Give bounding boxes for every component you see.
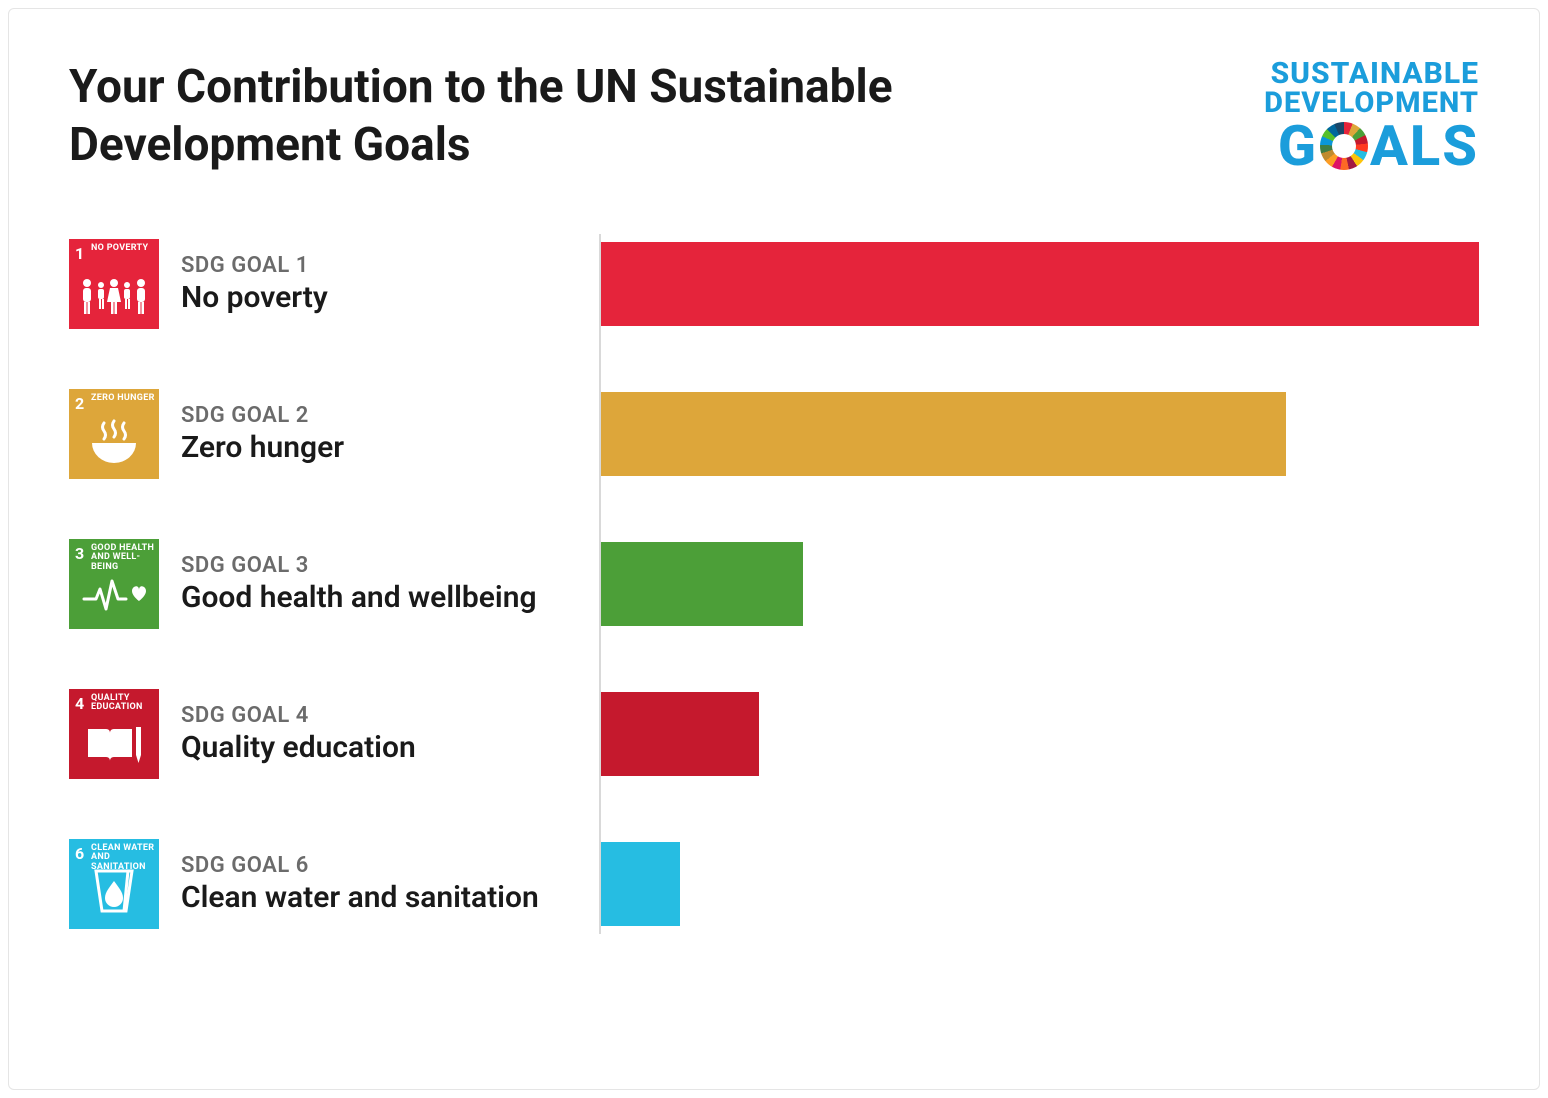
tile-pictogram-icon	[69, 419, 159, 471]
goal-kicker: SDG GOAL 3	[181, 553, 537, 578]
goal-row: 3 GOOD HEALTH AND WELL-BEING SDG GOAL 3Go…	[69, 534, 599, 634]
tile-pictogram-icon	[69, 277, 159, 321]
tile-number: 2	[75, 394, 84, 413]
tile-label: ZERO HUNGER	[91, 394, 155, 403]
goal-label: SDG GOAL 1No poverty	[181, 253, 328, 315]
goal-kicker: SDG GOAL 6	[181, 853, 539, 878]
tile-number: 4	[75, 694, 84, 713]
goal-label: SDG GOAL 3Good health and wellbeing	[181, 553, 537, 615]
goal-name: Clean water and sanitation	[181, 880, 539, 915]
bar-row	[601, 834, 1479, 934]
sdg-contribution-card: Your Contribution to the UN Sustainable …	[8, 8, 1540, 1090]
logo-goals-word: G ALS	[1264, 118, 1479, 174]
contribution-bar	[601, 392, 1286, 476]
chart-labels-column: 1 NO POVERTY SDG GOAL 1No poverty 2 ZERO HU…	[69, 234, 599, 934]
page-title: Your Contribution to the UN Sustainable …	[69, 59, 919, 174]
sdg-tile-icon: 3 GOOD HEALTH AND WELL-BEING	[69, 539, 159, 629]
goal-row: 2 ZERO HUNGER SDG GOAL 2Zero hunger	[69, 384, 599, 484]
logo-letter-g: G	[1278, 118, 1318, 174]
contribution-bar	[601, 842, 680, 926]
bar-row	[601, 534, 1479, 634]
sdg-tile-icon: 2 ZERO HUNGER	[69, 389, 159, 479]
sdg-tile-icon: 6CLEAN WATER AND SANITATION	[69, 839, 159, 929]
goal-name: Good health and wellbeing	[181, 580, 537, 615]
tile-pictogram-icon	[69, 577, 159, 621]
goal-kicker: SDG GOAL 1	[181, 253, 328, 278]
tile-label: QUALITY EDUCATION	[91, 694, 159, 713]
tile-number: 3	[75, 544, 84, 563]
tile-label: NO POVERTY	[91, 244, 148, 253]
header: Your Contribution to the UN Sustainable …	[69, 59, 1479, 174]
sdg-logo: SUSTAINABLE DEVELOPMENT G ALS	[1264, 59, 1479, 174]
contribution-bar	[601, 692, 759, 776]
bar-row	[601, 684, 1479, 784]
goal-row: 1 NO POVERTY SDG GOAL 1No poverty	[69, 234, 599, 334]
contribution-bar	[601, 542, 803, 626]
goal-name: Quality education	[181, 730, 416, 765]
bar-row	[601, 384, 1479, 484]
logo-line-1: SUSTAINABLE	[1264, 59, 1479, 89]
goal-name: Zero hunger	[181, 430, 344, 465]
goal-name: No poverty	[181, 280, 328, 315]
goal-row: 4 QUALITY EDUCATION SDG GOAL 4Quality edu…	[69, 684, 599, 784]
goal-kicker: SDG GOAL 2	[181, 403, 344, 428]
sdg-tile-icon: 4 QUALITY EDUCATION	[69, 689, 159, 779]
tile-pictogram-icon	[69, 867, 159, 921]
chart-bars-column	[599, 234, 1479, 934]
tile-label: GOOD HEALTH AND WELL-BEING	[91, 544, 159, 572]
tile-number: 6	[75, 844, 84, 863]
logo-letters-als: ALS	[1370, 118, 1479, 174]
goal-row: 6CLEAN WATER AND SANITATION SDG GOAL 6Cl…	[69, 834, 599, 934]
goal-label: SDG GOAL 4Quality education	[181, 703, 416, 765]
bar-row	[601, 234, 1479, 334]
contribution-bar	[601, 242, 1479, 326]
sdg-color-wheel-icon	[1320, 122, 1368, 170]
sdg-tile-icon: 1 NO POVERTY	[69, 239, 159, 329]
goal-label: SDG GOAL 2Zero hunger	[181, 403, 344, 465]
tile-pictogram-icon	[69, 723, 159, 771]
tile-number: 1	[75, 244, 84, 263]
sdg-bar-chart: 1 NO POVERTY SDG GOAL 1No poverty 2 ZERO HU…	[69, 234, 1479, 934]
goal-kicker: SDG GOAL 4	[181, 703, 416, 728]
goal-label: SDG GOAL 6Clean water and sanitation	[181, 853, 539, 915]
